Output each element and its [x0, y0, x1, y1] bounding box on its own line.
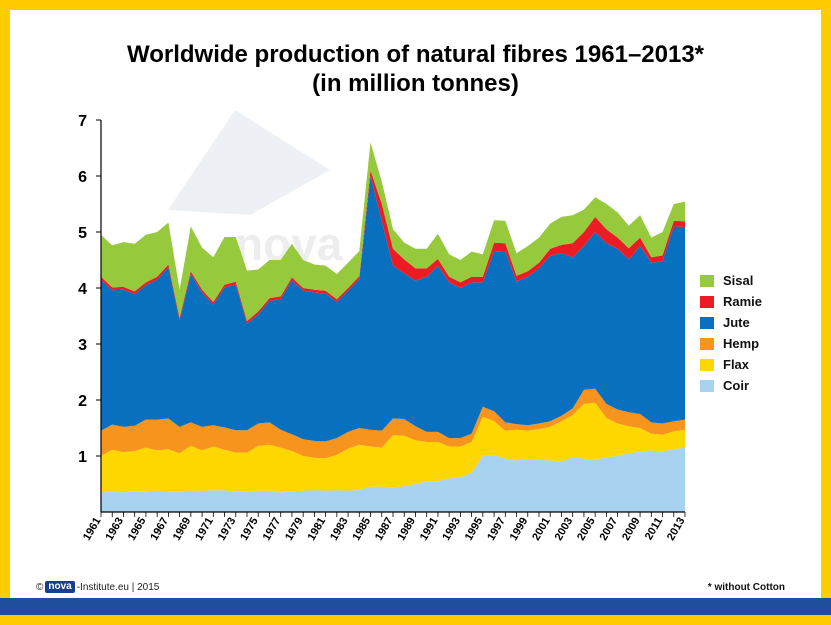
legend-label: Coir: [723, 378, 749, 393]
legend-swatch: [700, 316, 714, 329]
legend-label: Hemp: [723, 336, 760, 351]
x-tick-label: 1993: [440, 516, 463, 543]
x-tick-label: 1989: [395, 516, 418, 543]
copyright-symbol: ©: [36, 581, 44, 593]
legend-label: Ramie: [723, 294, 763, 309]
nova-logo: nova: [45, 581, 75, 593]
x-tick-label: 1979: [283, 516, 306, 543]
y-tick-label: 1: [78, 449, 87, 466]
x-tick-label: 2001: [530, 516, 553, 543]
area-series-jute: [101, 176, 685, 442]
x-tick-label: 1967: [148, 516, 171, 543]
y-tick-label: 6: [78, 169, 87, 186]
legend: Sisal Ramie Jute Hemp Flax Coir: [700, 270, 762, 396]
x-tick-label: 1995: [463, 516, 486, 543]
x-tick-label: 1961: [81, 516, 104, 543]
legend-swatch: [700, 379, 714, 392]
chart-title-line2: (in million tonnes): [312, 70, 519, 97]
x-tick-label: 1997: [485, 516, 508, 543]
x-tick-label: 1991: [418, 516, 441, 543]
x-tick-label: 1973: [216, 516, 239, 543]
x-tick-label: 1977: [261, 516, 284, 543]
x-tick-label: 1987: [373, 516, 396, 543]
chart-title: Worldwide production of natural fibres 1…: [0, 40, 831, 98]
y-tick-label: 2: [78, 393, 87, 410]
x-tick-label: 2003: [553, 516, 576, 543]
x-tick-label: 1983: [328, 516, 351, 543]
legend-swatch: [700, 358, 714, 371]
legend-swatch: [700, 337, 714, 350]
x-tick-label: 1963: [103, 516, 126, 543]
area-series-coir: [101, 447, 685, 512]
legend-label: Sisal: [723, 273, 754, 288]
x-tick-label: 1969: [171, 516, 194, 543]
legend-item-flax: Flax: [700, 354, 762, 375]
y-tick-label: 4: [78, 281, 87, 298]
area-series-hemp: [101, 388, 685, 459]
x-tick-label: 2005: [575, 516, 598, 543]
legend-item-ramie: Ramie: [700, 291, 762, 312]
legend-label: Flax: [723, 357, 750, 372]
x-tick-label: 2011: [643, 516, 665, 543]
legend-item-sisal: Sisal: [700, 270, 762, 291]
x-tick-label: 1971: [193, 516, 216, 543]
y-tick-label: 3: [78, 337, 87, 354]
footer-yellow-bar: [0, 615, 831, 625]
area-series-flax: [101, 402, 685, 493]
x-tick-label: 2013: [665, 516, 688, 543]
x-tick-label: 1999: [508, 516, 531, 543]
legend-item-coir: Coir: [700, 375, 762, 396]
x-tick-label: 1975: [238, 516, 261, 543]
footer-note: * without Cotton: [707, 582, 785, 593]
x-tick-label: 1965: [126, 516, 149, 543]
legend-swatch: [700, 295, 714, 308]
legend-item-hemp: Hemp: [700, 333, 762, 354]
footer-copyright: © nova -Institute.eu | 2015: [36, 581, 159, 593]
chart-title-line1: Worldwide production of natural fibres 1…: [126, 41, 705, 68]
area-series-sisal: [101, 142, 685, 321]
footer-institute-text: -Institute.eu | 2015: [76, 581, 160, 593]
y-tick-label: 7: [78, 113, 87, 130]
x-tick-label: 2007: [598, 516, 621, 543]
area-series-ramie: [101, 170, 685, 324]
legend-item-jute: Jute: [700, 312, 762, 333]
x-tick-label: 1981: [306, 516, 329, 543]
watermark-sail-icon: [168, 110, 330, 215]
x-tick-label: 1985: [351, 516, 374, 543]
legend-label: Jute: [723, 315, 750, 330]
legend-swatch: [700, 274, 714, 287]
x-tick-label: 2009: [620, 516, 643, 543]
footer-blue-bar: [0, 598, 831, 615]
y-tick-label: 5: [78, 225, 87, 242]
